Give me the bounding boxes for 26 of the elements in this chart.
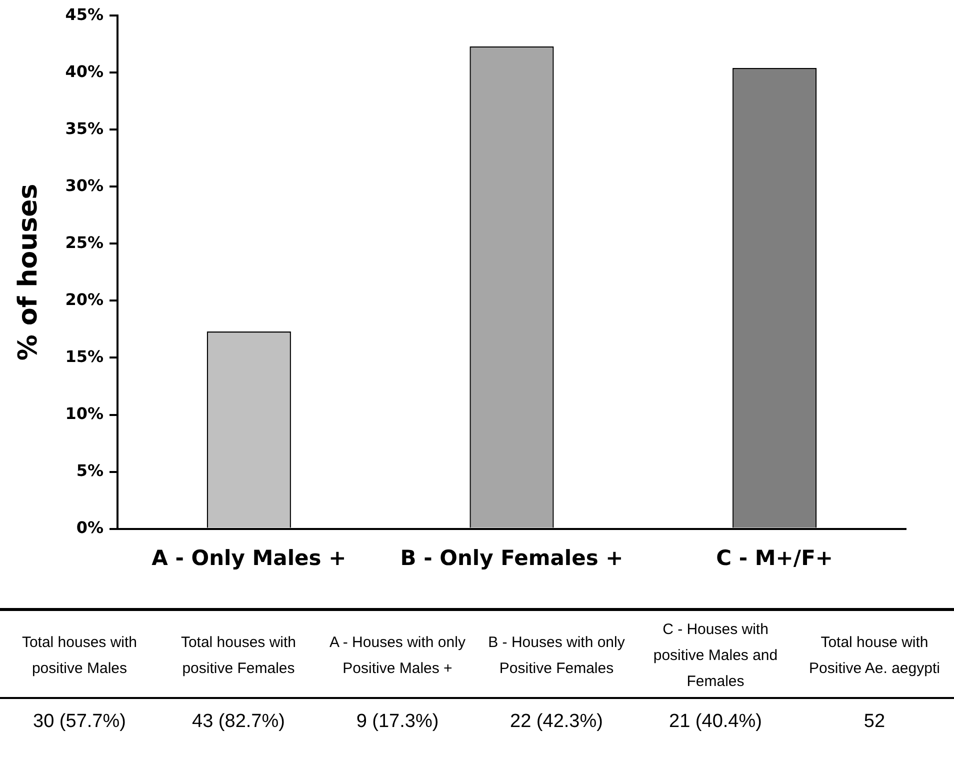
y-tick-label: 5% (76, 460, 104, 480)
y-tick-label: 30% (65, 176, 104, 195)
text: 43 (82.7%) (191, 710, 286, 733)
y-tick-label: 35% (65, 118, 104, 138)
y-tick-label: 0% (76, 518, 104, 537)
x-tick-label: A - Only Males + (152, 546, 346, 570)
y-tick-label: 40% (65, 62, 104, 81)
y-tick-label: 25% (65, 232, 104, 252)
text: Total houses with positive Females (159, 610, 318, 698)
text: A - Houses with only Positive Males + (318, 610, 477, 698)
y-tick-label: 45% (65, 4, 104, 24)
text: 21 (40.4%) (668, 710, 763, 733)
text: C - Houses with positive Males and Females (636, 610, 795, 698)
y-tick-label: 20% (65, 290, 104, 309)
text: 9 (17.3%) (355, 710, 440, 733)
y-tick-label: 10% (65, 404, 104, 423)
text: Total houses with positive Males (0, 610, 159, 698)
text: B - Houses with only Positive Females (477, 610, 636, 698)
y-axis-title: % of houses (13, 184, 44, 361)
text: 52 (862, 710, 886, 733)
text: 30 (57.7%) (32, 710, 127, 733)
text: 22 (42.3%) (509, 710, 604, 733)
text: Total house with Positive Ae. aegypti (795, 610, 954, 698)
x-tick-label: B - Only Females + (400, 546, 624, 570)
x-tick-label: C - M+/F+ (716, 546, 834, 570)
y-tick-label: 15% (65, 346, 104, 366)
